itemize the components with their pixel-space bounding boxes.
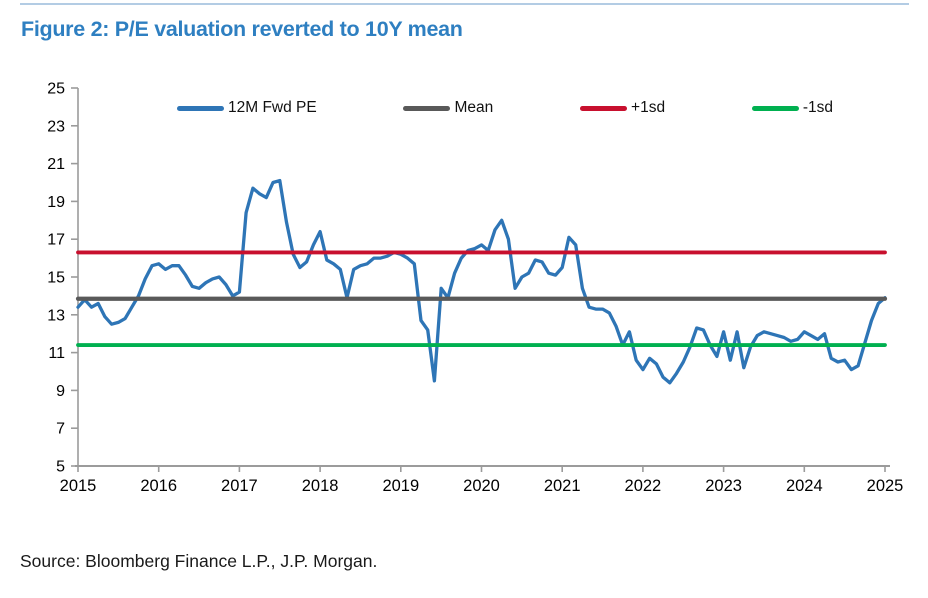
x-tick-label: 2016: [140, 477, 177, 495]
x-tick-label: 2019: [382, 477, 419, 495]
legend-item-mean: Mean: [403, 99, 493, 117]
y-tick-label: 23: [47, 118, 65, 135]
gray-line-swatch-icon: [403, 105, 451, 111]
legend-item-minus1sd: -1sd: [751, 99, 833, 117]
pe-valuation-chart-svg: 5 7 9 11 13 15 17 19 21 23 25 2015 2016 2017 2018 2019 2…: [47, 81, 904, 496]
pe-valuation-chart: 5 7 9 11 13 15 17 19 21 23 25 2015 2016 2017 2018 2019 2…: [0, 75, 928, 515]
y-tick-label: 15: [47, 270, 65, 287]
series-12m-fwd-pe: [76, 178, 887, 385]
x-tick-label: 2020: [463, 477, 500, 495]
x-tick-label: 2021: [544, 477, 581, 495]
page-title: Figure 2: P/E valuation reverted to 10Y …: [21, 17, 463, 41]
y-tick-label: 25: [47, 81, 65, 98]
y-tick-label: 7: [56, 421, 65, 438]
green-line-swatch-icon: [751, 105, 799, 111]
y-tick-label: 11: [48, 345, 65, 362]
legend-label: 12M Fwd PE: [228, 99, 317, 116]
legend-label: +1sd: [631, 99, 666, 116]
x-tick-label: 2023: [705, 477, 742, 495]
x-tick-label: 2015: [60, 477, 97, 495]
y-tick-label: 9: [56, 383, 65, 400]
legend-item-plus1sd: +1sd: [580, 99, 665, 117]
x-tick-label: 2025: [867, 477, 904, 495]
y-tick-label: 5: [56, 459, 65, 476]
top-rule: [20, 3, 909, 5]
x-tick-label: 2018: [302, 477, 339, 495]
y-tick-label: 13: [47, 307, 65, 324]
y-tick-label: 17: [47, 232, 65, 249]
x-tick-label: 2022: [625, 477, 662, 495]
red-line-swatch-icon: [580, 105, 628, 111]
x-tick-label: 2017: [221, 477, 258, 495]
legend-item-12m-fwd-pe: 12M Fwd PE: [177, 99, 317, 117]
blue-line-swatch-icon: [177, 105, 224, 111]
chart-legend: 12M Fwd PE Mean +1sd -1sd: [177, 99, 833, 117]
y-tick-label: 19: [47, 194, 65, 211]
source-text: Source: Bloomberg Finance L.P., J.P. Mor…: [20, 551, 378, 571]
y-tick-label: 21: [47, 156, 65, 173]
x-tick-label: 2024: [786, 477, 823, 495]
legend-label: Mean: [454, 99, 494, 116]
legend-label: -1sd: [802, 99, 833, 116]
